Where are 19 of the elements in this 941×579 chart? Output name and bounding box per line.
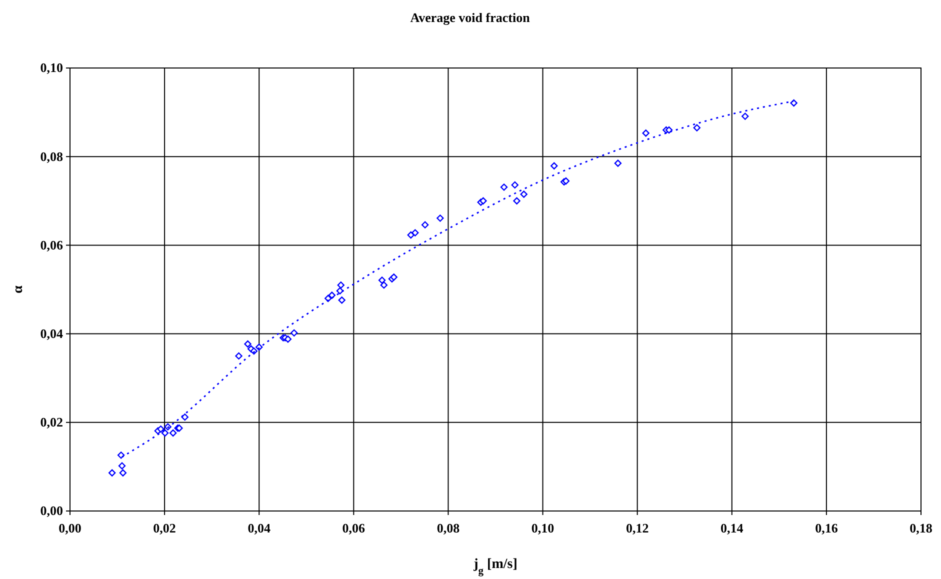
x-tick-label: 0,12 xyxy=(626,520,649,536)
x-tick-label: 0,02 xyxy=(153,520,176,536)
y-tick-label: 0,10 xyxy=(40,60,63,76)
y-tick-label: 0,04 xyxy=(40,326,64,341)
y-tick-label: 0,06 xyxy=(40,237,64,252)
x-tick-label: 0,10 xyxy=(531,520,554,536)
y-axis-title: α xyxy=(11,285,26,294)
x-tick-label: 0,06 xyxy=(342,520,366,536)
y-tick-label: 0,02 xyxy=(40,414,63,430)
x-tick-label: 0,14 xyxy=(720,520,744,536)
x-tick-label: 0,18 xyxy=(910,520,933,536)
y-tick-label: 0,08 xyxy=(40,148,64,164)
x-axis-title: j$_{g}$ [m/s] xyxy=(472,557,518,576)
chart-title: Average void fraction xyxy=(410,10,531,25)
x-tick-label: 0,00 xyxy=(58,520,82,536)
x-tick-label: 0,08 xyxy=(436,520,460,536)
y-tick-label: 0,00 xyxy=(40,503,63,518)
x-tick-label: 0,16 xyxy=(815,520,838,536)
x-tick-label: 0,04 xyxy=(248,520,271,536)
